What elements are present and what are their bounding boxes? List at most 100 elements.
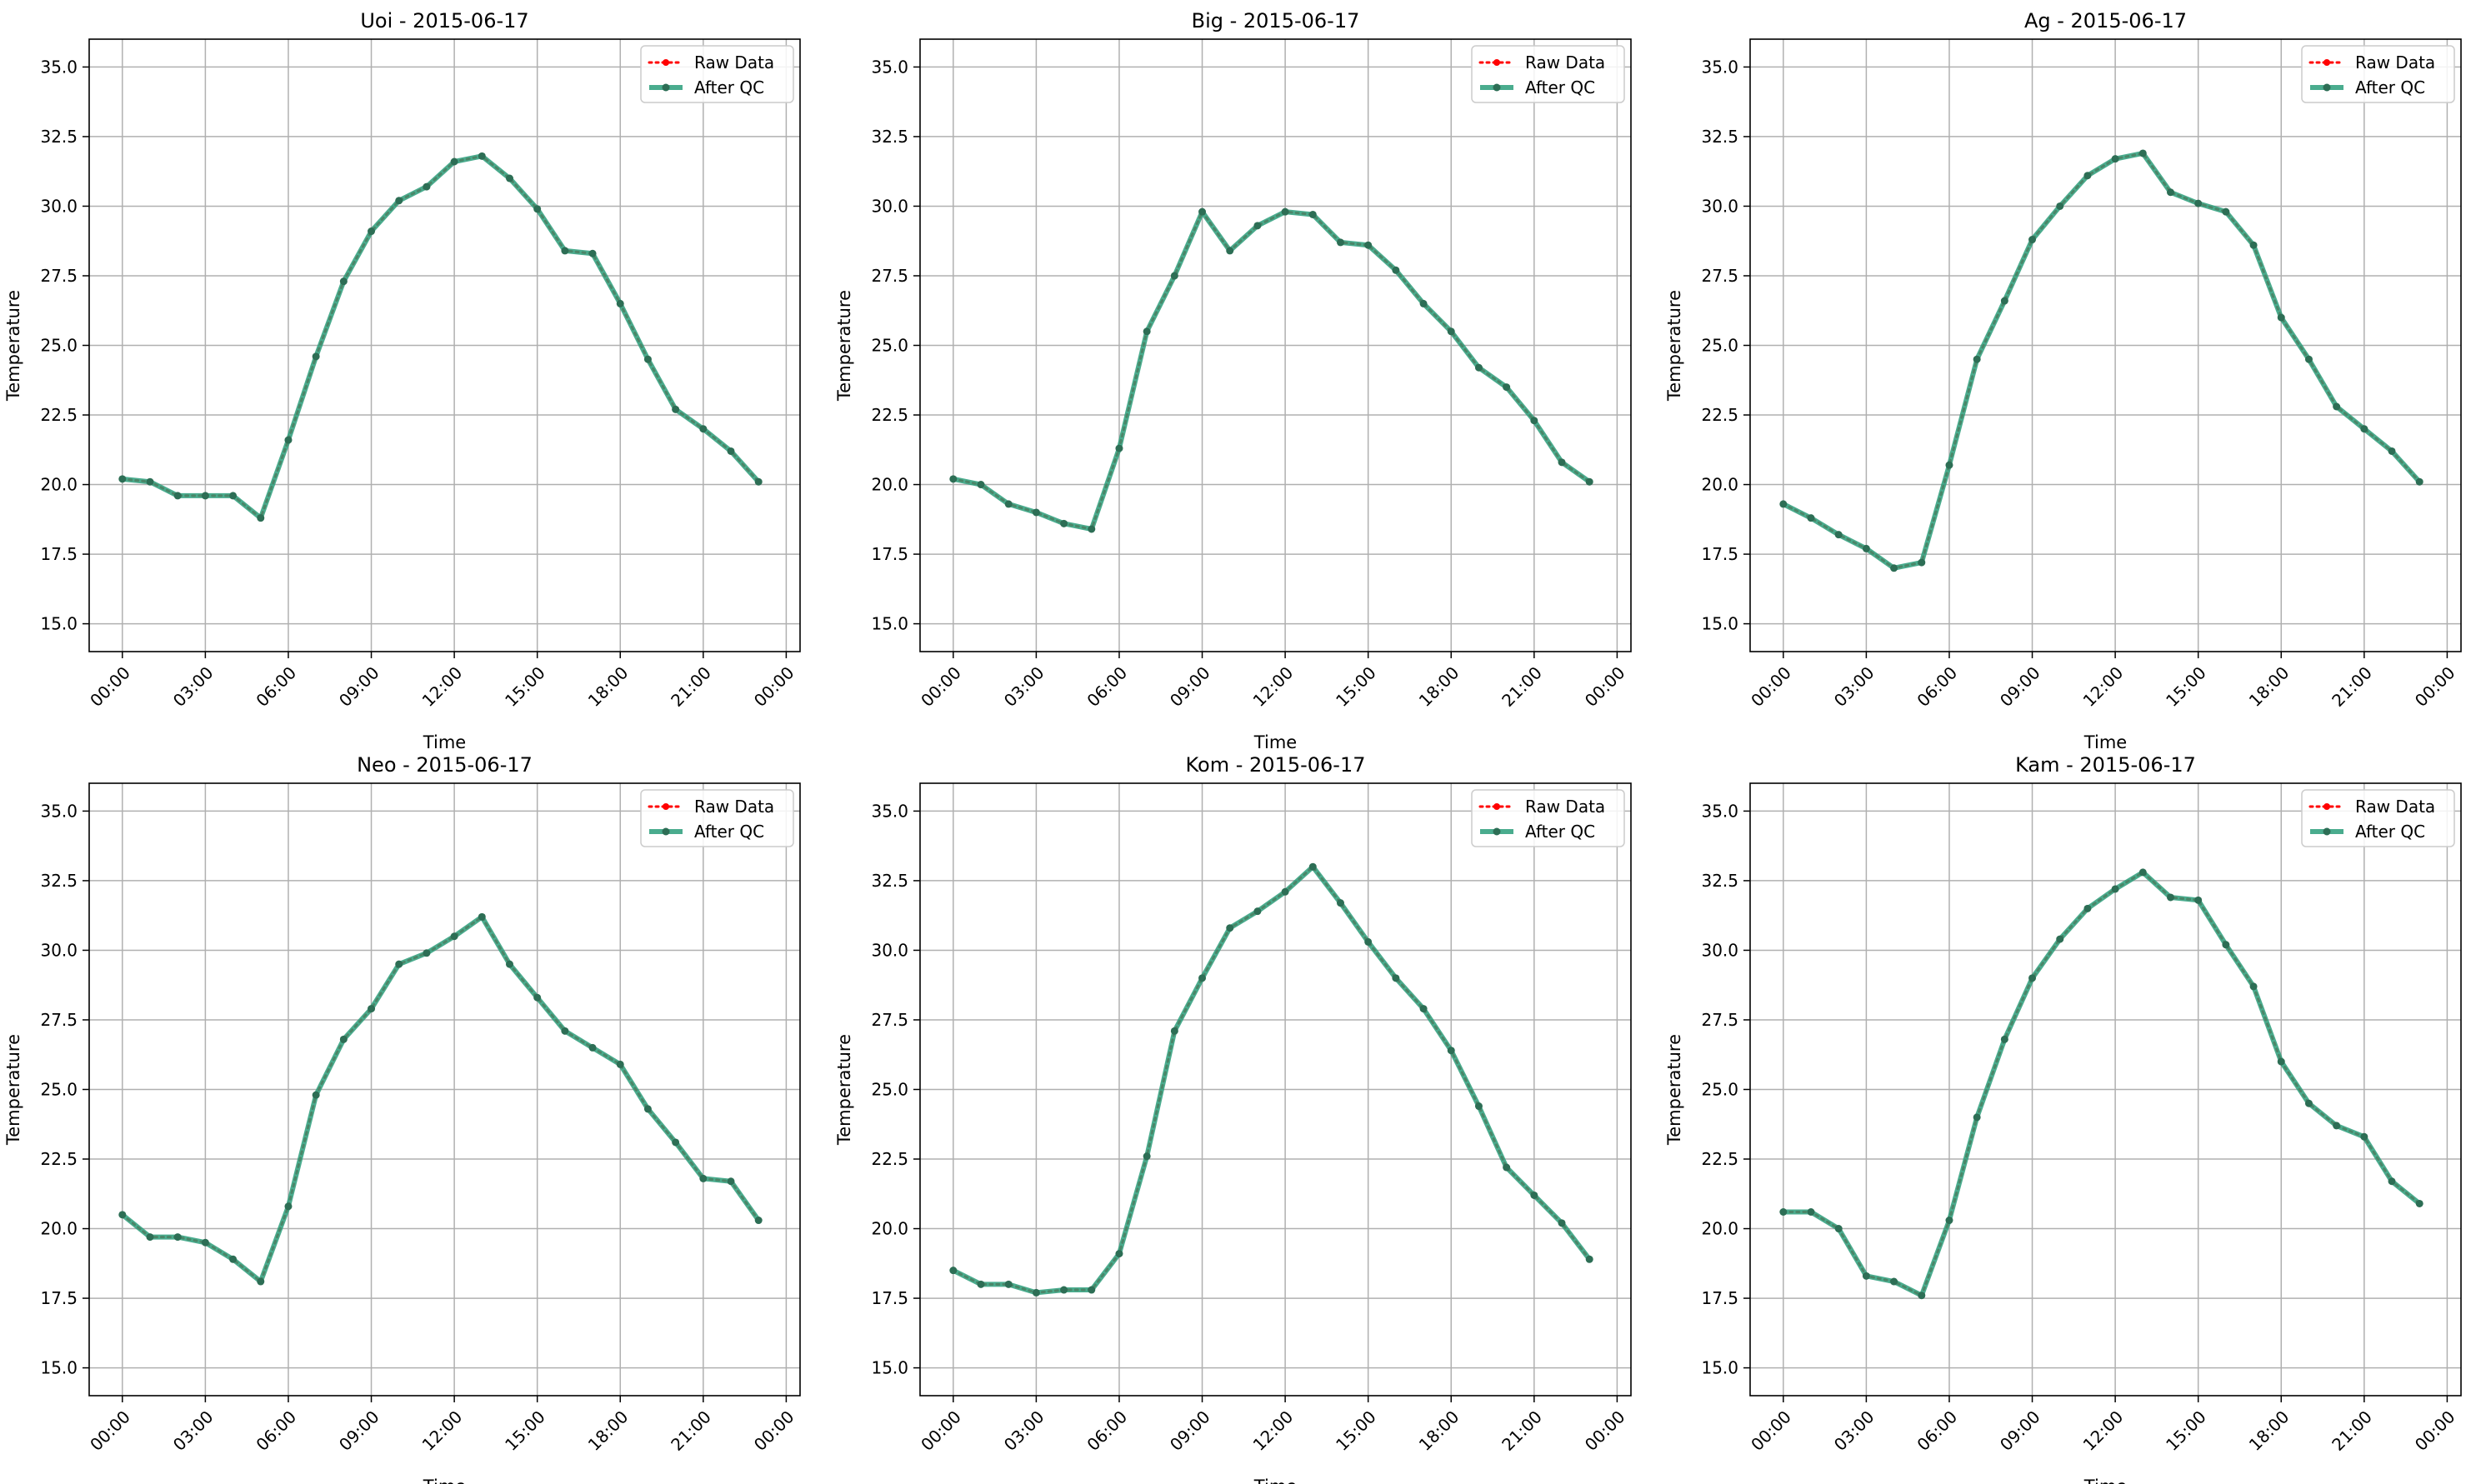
x-tick-label: 03:00 [1830, 1407, 1878, 1455]
legend-raw-label: Raw Data [2355, 52, 2435, 72]
after-qc-point [616, 299, 624, 307]
after-qc-point [1419, 1005, 1428, 1013]
after-qc-point [1558, 458, 1566, 467]
subplot-6: Kam - 2015-06-17 15.0 17.5 20.0 22.5 25.0 27.5… [1664, 753, 2462, 1484]
y-tick-label: 27.5 [40, 1010, 78, 1030]
after-qc-point [699, 425, 708, 433]
raw-data-line [1782, 871, 2421, 1297]
after-qc-point [1474, 1102, 1483, 1111]
y-tick-label: 35.0 [1701, 57, 1738, 77]
legend-qc-marker [662, 83, 670, 92]
raw-data-line [121, 915, 760, 1284]
y-tick-label: 17.5 [871, 544, 908, 564]
x-tick-label: 15:00 [501, 662, 549, 711]
x-tick-label: 21:00 [1498, 662, 1546, 711]
after-qc-point [2194, 896, 2203, 904]
after-qc-point [229, 492, 238, 500]
after-qc-point [2000, 297, 2008, 305]
x-tick-label: 21:00 [1498, 1407, 1546, 1455]
y-tick-label: 15.0 [871, 1358, 908, 1378]
y-tick-label: 17.5 [871, 1288, 908, 1308]
y-tick-label: 20.0 [871, 475, 908, 495]
after-qc-point [672, 405, 680, 413]
x-tick-label: 03:00 [169, 662, 218, 711]
x-tick-label: 00:00 [1747, 662, 1795, 711]
after-qc-point [977, 1280, 985, 1288]
legend-raw-marker [663, 803, 669, 810]
y-tick-label: 25.0 [871, 336, 908, 356]
after-qc-point [1336, 899, 1344, 907]
after-qc-point [2056, 935, 2064, 943]
x-tick-label: 18:00 [1415, 1407, 1463, 1455]
after-qc-point [395, 960, 403, 968]
y-tick-label: 22.5 [1701, 405, 1738, 425]
y-axis-label: Temperature [3, 290, 23, 402]
x-tick-label: 21:00 [2328, 1407, 2376, 1455]
x-tick-label: 15:00 [1332, 1407, 1380, 1455]
after-qc-line [1782, 150, 2422, 571]
after-qc-point [1088, 525, 1096, 533]
after-qc-point [754, 1217, 763, 1225]
y-tick-label: 17.5 [1701, 544, 1738, 564]
after-qc-point [1503, 1163, 1511, 1172]
y-tick-label: 30.0 [871, 196, 908, 216]
after-qc-point [949, 1267, 958, 1275]
y-tick-label: 15.0 [40, 1358, 78, 1378]
after-qc-point [1447, 1047, 1455, 1055]
after-qc-point [2415, 477, 2423, 486]
subplot-1: Uoi - 2015-06-17 15.0 17.5 20.0 22.5 25.0 27.5… [3, 9, 801, 752]
after-qc-point [201, 492, 209, 500]
x-tick-label: 12:00 [1249, 1407, 1298, 1455]
x-tick-label: 00:00 [2411, 1407, 2459, 1455]
after-qc-point [2166, 188, 2174, 197]
x-tick-label: 03:00 [1000, 1407, 1048, 1455]
y-tick-label: 30.0 [1701, 196, 1738, 216]
y-tick-label: 27.5 [871, 1010, 908, 1030]
after-qc-point [2304, 1099, 2313, 1107]
after-qc-point [1779, 1208, 1788, 1216]
y-tick-label: 30.0 [40, 940, 78, 960]
x-tick-label: 00:00 [917, 1407, 965, 1455]
after-qc-point [2138, 149, 2147, 157]
after-qc-point [284, 436, 293, 444]
legend-raw-marker [1493, 59, 1500, 66]
after-qc-point [146, 477, 154, 486]
after-qc-point [2277, 1057, 2285, 1066]
after-qc-point [423, 949, 431, 957]
after-qc-point [1890, 564, 1898, 572]
x-tick-label: 06:00 [252, 662, 300, 711]
after-qc-point [977, 481, 985, 489]
x-tick-label: 03:00 [1830, 662, 1878, 711]
after-qc-point [1198, 974, 1207, 982]
y-tick-label: 25.0 [40, 1080, 78, 1100]
x-tick-label: 18:00 [584, 1407, 633, 1455]
legend-raw-label: Raw Data [1525, 52, 1605, 72]
y-tick-label: 30.0 [871, 940, 908, 960]
after-qc-point [2028, 236, 2037, 244]
y-tick-label: 35.0 [40, 57, 78, 77]
after-qc-point [561, 247, 569, 255]
after-qc-point [1060, 1286, 1068, 1294]
y-tick-label: 20.0 [40, 475, 78, 495]
after-qc-point [2166, 893, 2174, 902]
after-qc-point [1032, 1288, 1040, 1297]
x-tick-label: 21:00 [2328, 662, 2376, 711]
legend: Raw Data After QC [2301, 789, 2455, 847]
y-tick-label: 17.5 [1701, 1288, 1738, 1308]
x-tick-label: 18:00 [584, 662, 633, 711]
legend: Raw Data After QC [1471, 45, 1625, 103]
after-qc-point [1088, 1286, 1096, 1294]
y-tick-label: 35.0 [1701, 801, 1738, 821]
x-tick-label: 00:00 [2411, 662, 2459, 711]
after-qc-point [1308, 862, 1317, 871]
after-qc-point [2249, 241, 2258, 249]
legend-qc-marker [662, 827, 670, 836]
after-qc-point [339, 277, 348, 286]
after-qc-point [173, 492, 182, 500]
after-qc-point [1226, 924, 1234, 932]
after-qc-point [727, 1177, 735, 1186]
x-tick-label: 09:00 [1166, 662, 1214, 711]
after-qc-point [561, 1027, 569, 1035]
x-tick-label: 18:00 [2245, 662, 2293, 711]
after-qc-line [122, 153, 761, 521]
